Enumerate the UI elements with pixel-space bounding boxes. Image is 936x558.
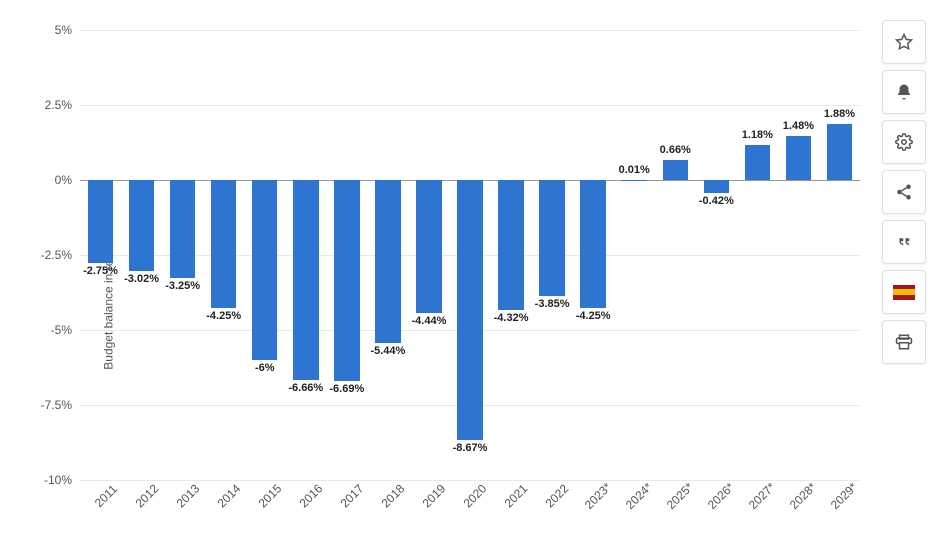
language-button[interactable] xyxy=(882,270,926,314)
bar[interactable] xyxy=(704,180,729,193)
y-tick-label: -7.5% xyxy=(41,398,72,412)
bar[interactable] xyxy=(457,180,482,440)
bar-value-label: -3.02% xyxy=(124,273,159,285)
bar[interactable] xyxy=(827,124,852,180)
favorite-button[interactable] xyxy=(882,20,926,64)
bar[interactable] xyxy=(293,180,318,380)
bar-value-label: -4.44% xyxy=(412,315,447,327)
share-icon xyxy=(895,183,913,201)
quote-button[interactable] xyxy=(882,220,926,264)
y-tick-label: 2.5% xyxy=(45,98,72,112)
bar-value-label: -3.25% xyxy=(165,280,200,292)
x-tick-label: 2026* xyxy=(705,480,737,512)
y-tick-label: -2.5% xyxy=(41,248,72,262)
bar[interactable] xyxy=(88,180,113,263)
x-tick-label: 2016 xyxy=(296,482,325,511)
x-tick-label: 2022 xyxy=(543,482,572,511)
bar-value-label: -4.25% xyxy=(206,310,241,322)
gridline xyxy=(80,30,860,31)
bar-value-label: -6.69% xyxy=(329,383,364,395)
y-tick-label: -10% xyxy=(44,473,72,487)
bar[interactable] xyxy=(211,180,236,308)
y-tick-label: -5% xyxy=(51,323,72,337)
x-tick-label: 2028* xyxy=(787,480,819,512)
print-button[interactable] xyxy=(882,320,926,364)
quote-icon xyxy=(895,233,913,251)
alert-button[interactable] xyxy=(882,70,926,114)
x-tick-label: 2024* xyxy=(623,480,655,512)
bar-value-label: -2.75% xyxy=(83,265,118,277)
share-button[interactable] xyxy=(882,170,926,214)
x-tick-label: 2025* xyxy=(664,480,696,512)
bar-value-label: -4.25% xyxy=(576,310,611,322)
x-tick-label: 2019 xyxy=(419,482,448,511)
bar-value-label: -0.42% xyxy=(699,195,734,207)
bar-value-label: 1.88% xyxy=(824,108,855,120)
y-tick-label: 0% xyxy=(55,173,72,187)
x-tick-label: 2011 xyxy=(91,482,119,510)
bar-value-label: 1.48% xyxy=(783,120,814,132)
bar-value-label: 0.01% xyxy=(619,164,650,176)
x-tick-label: 2014 xyxy=(214,482,243,511)
x-tick-label: 2013 xyxy=(173,482,202,511)
x-tick-label: 2029* xyxy=(828,480,860,512)
print-icon xyxy=(895,333,913,351)
x-axis: 2011 2012 2013 2014 2015 2016 2017 2018 2019 2020… xyxy=(80,485,860,545)
bar-value-label: -5.44% xyxy=(370,345,405,357)
bar[interactable] xyxy=(498,180,523,310)
y-tick-label: 5% xyxy=(55,23,72,37)
x-tick-label: 2027* xyxy=(746,480,778,512)
x-tick-label: 2018 xyxy=(378,482,407,511)
favorite-icon xyxy=(895,33,913,51)
bar-value-label: 0.66% xyxy=(660,144,691,156)
settings-button[interactable] xyxy=(882,120,926,164)
bar[interactable] xyxy=(375,180,400,343)
chart-toolbar xyxy=(882,20,926,364)
x-tick-label: 2012 xyxy=(132,482,161,511)
bar[interactable] xyxy=(252,180,277,360)
bar[interactable] xyxy=(539,180,564,296)
settings-icon xyxy=(895,133,913,151)
language-icon xyxy=(893,285,915,300)
x-tick-label: 2020 xyxy=(461,482,490,511)
bar[interactable] xyxy=(580,180,605,308)
bar-value-label: 1.18% xyxy=(742,129,773,141)
bar[interactable] xyxy=(416,180,441,313)
bar-value-label: -6.66% xyxy=(288,382,323,394)
x-tick-label: 2021 xyxy=(502,482,531,511)
bar[interactable] xyxy=(786,136,811,180)
plot-area: 5%2.5%0%-2.5%-5%-7.5%-10%-2.75%-3.02%-3.… xyxy=(80,30,860,480)
x-tick-label: 2023* xyxy=(582,480,614,512)
x-tick-label: 2017 xyxy=(337,482,366,511)
bar[interactable] xyxy=(334,180,359,381)
bar-value-label: -6% xyxy=(255,362,275,374)
bar-value-label: -4.32% xyxy=(494,312,529,324)
bar[interactable] xyxy=(170,180,195,278)
bar[interactable] xyxy=(129,180,154,271)
bar[interactable] xyxy=(745,145,770,180)
bar-value-label: -8.67% xyxy=(453,442,488,454)
alert-icon xyxy=(895,83,913,101)
bar[interactable] xyxy=(663,160,688,180)
x-tick-label: 2015 xyxy=(255,482,284,511)
gridline xyxy=(80,480,860,481)
budget-balance-chart: Budget balance in relation to GDP 5%2.5%… xyxy=(0,0,880,558)
gridline xyxy=(80,105,860,106)
bar-value-label: -3.85% xyxy=(535,298,570,310)
